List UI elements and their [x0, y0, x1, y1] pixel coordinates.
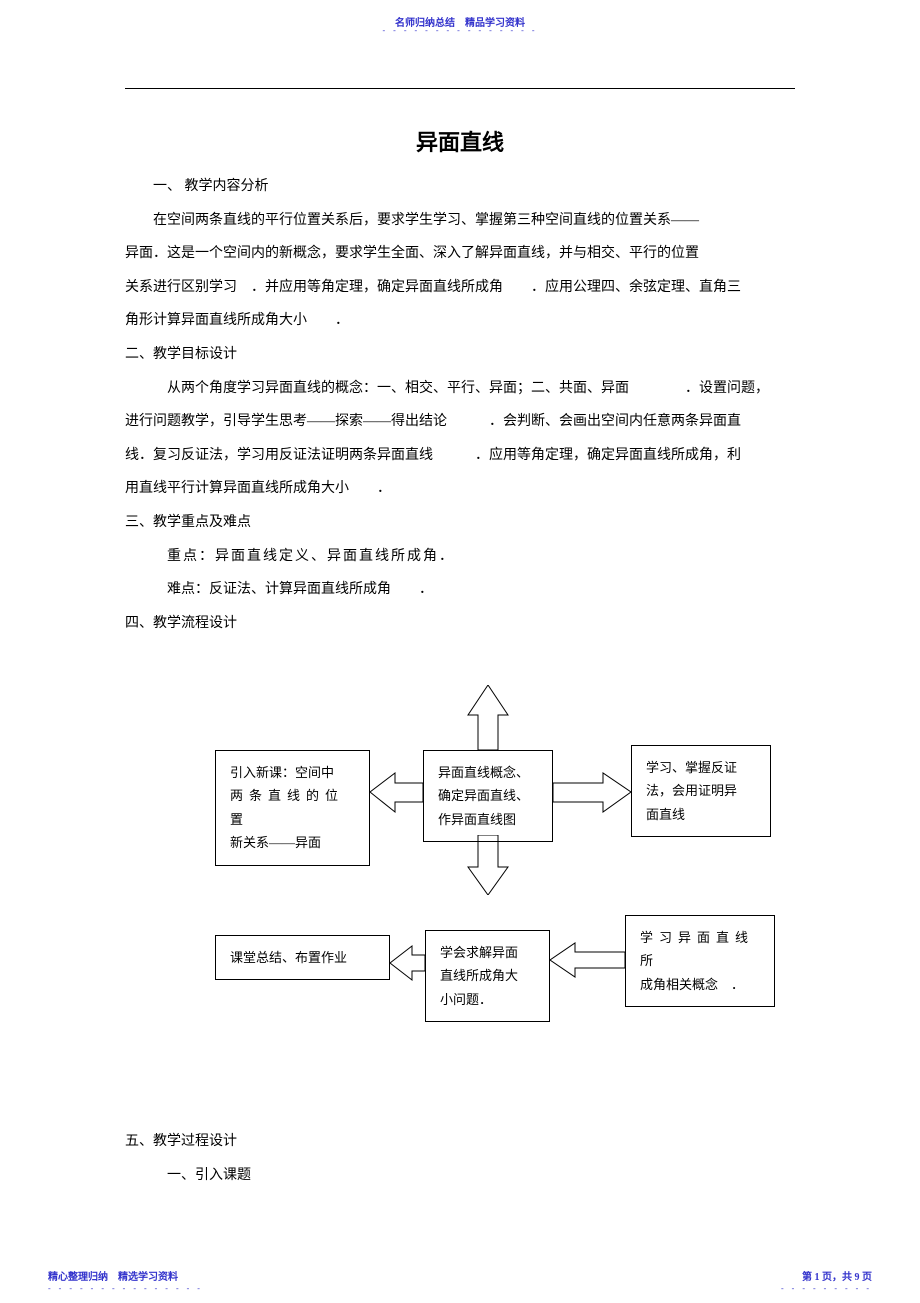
footer-left-dots: - - - - - - - - - - - - - - - — [48, 1284, 203, 1293]
box-line: 成角相关概念 ． — [640, 973, 760, 996]
section-3-para: 难点：反证法、计算异面直线所成角 ． — [125, 573, 795, 607]
footer-right-dots: - - - - - - - - - — [781, 1284, 872, 1293]
arrow-left-icon — [370, 765, 423, 820]
box-line: 确定异面直线、 — [438, 784, 538, 807]
footer-left-text: 精心整理归纳 精选学习资料 — [48, 1268, 178, 1283]
box-line: 引入新课：空间中 — [230, 761, 355, 784]
box-line: 课堂总结、布置作业 — [230, 946, 375, 969]
header-dots: - - - - - - - - - - - - - - - — [383, 26, 538, 35]
box-line: 异面直线概念、 — [438, 761, 538, 784]
section-1-para: 角形计算异面直线所成角大小 ． — [125, 304, 795, 338]
arrow-right-icon — [553, 765, 631, 820]
box-line: 小问题． — [440, 988, 535, 1011]
box-line: 法，会用证明异 — [646, 779, 756, 802]
arrow-down-icon — [453, 835, 523, 895]
flowchart-box-3: 学习、掌握反证 法，会用证明异 面直线 — [631, 745, 771, 837]
section-5-para: 一、引入课题 — [125, 1159, 795, 1193]
flowchart-box-1: 引入新课：空间中 两条直线的位置 新关系——异面 — [215, 750, 370, 866]
flowchart: 引入新课：空间中 两条直线的位置 新关系——异面 异面直线概念、 确定异面直线、… — [125, 690, 795, 1110]
flowchart-box-2: 异面直线概念、 确定异面直线、 作异面直线图 — [423, 750, 553, 842]
arrow-left-icon — [390, 938, 425, 988]
section-1-para: 异面．这是一个空间内的新概念，要求学生全面、深入了解异面直线，并与相交、平行的位… — [125, 237, 795, 271]
section-1-para: 关系进行区别学习 ．并应用等角定理，确定异面直线所成角 ．应用公理四、余弦定理、… — [125, 271, 795, 305]
box-line: 作异面直线图 — [438, 808, 538, 831]
section-3-heading: 三、教学重点及难点 — [125, 506, 795, 540]
box-line: 面直线 — [646, 803, 756, 826]
horizontal-rule — [125, 88, 795, 89]
section-3-para: 重点：异面直线定义、异面直线所成角． — [125, 540, 795, 574]
section-1-para: 在空间两条直线的平行位置关系后，要求学生学习、掌握第三种空间直线的位置关系—— — [125, 204, 795, 238]
box-line: 新关系——异面 — [230, 831, 355, 854]
bottom-content: 五、教学过程设计 一、引入课题 — [125, 1125, 795, 1192]
flowchart-box-5: 学会求解异面 直线所成角大 小问题． — [425, 930, 550, 1022]
section-2-para: 从两个角度学习异面直线的概念：一、相交、平行、异面；二、共面、异面 ．设置问题， — [125, 372, 795, 406]
box-line: 直线所成角大 — [440, 964, 535, 987]
section-2-para: 用直线平行计算异面直线所成角大小 ． — [125, 472, 795, 506]
section-2-heading: 二、教学目标设计 — [125, 338, 795, 372]
box-line: 学习异面直线所 — [640, 926, 760, 973]
section-2-para: 进行问题教学，引导学生思考——探索——得出结论 ．会判断、会画出空间内任意两条异… — [125, 405, 795, 439]
section-4-heading: 四、教学流程设计 — [125, 607, 795, 641]
flowchart-box-6: 学习异面直线所 成角相关概念 ． — [625, 915, 775, 1007]
arrow-up-icon — [453, 685, 523, 750]
content-area: 一、 教学内容分析 在空间两条直线的平行位置关系后，要求学生学习、掌握第三种空间… — [125, 170, 795, 640]
section-2-para: 线．复习反证法，学习用反证法证明两条异面直线 ．应用等角定理，确定异面直线所成角… — [125, 439, 795, 473]
box-line: 学习、掌握反证 — [646, 756, 756, 779]
arrow-left-icon — [550, 935, 625, 985]
flowchart-box-4: 课堂总结、布置作业 — [215, 935, 390, 980]
box-line: 学会求解异面 — [440, 941, 535, 964]
footer-right-text: 第 1 页，共 9 页 — [802, 1268, 872, 1283]
page-title: 异面直线 — [416, 125, 504, 157]
section-5-heading: 五、教学过程设计 — [125, 1125, 795, 1159]
section-1-heading: 一、 教学内容分析 — [125, 170, 795, 204]
box-line: 两条直线的位置 — [230, 784, 355, 831]
